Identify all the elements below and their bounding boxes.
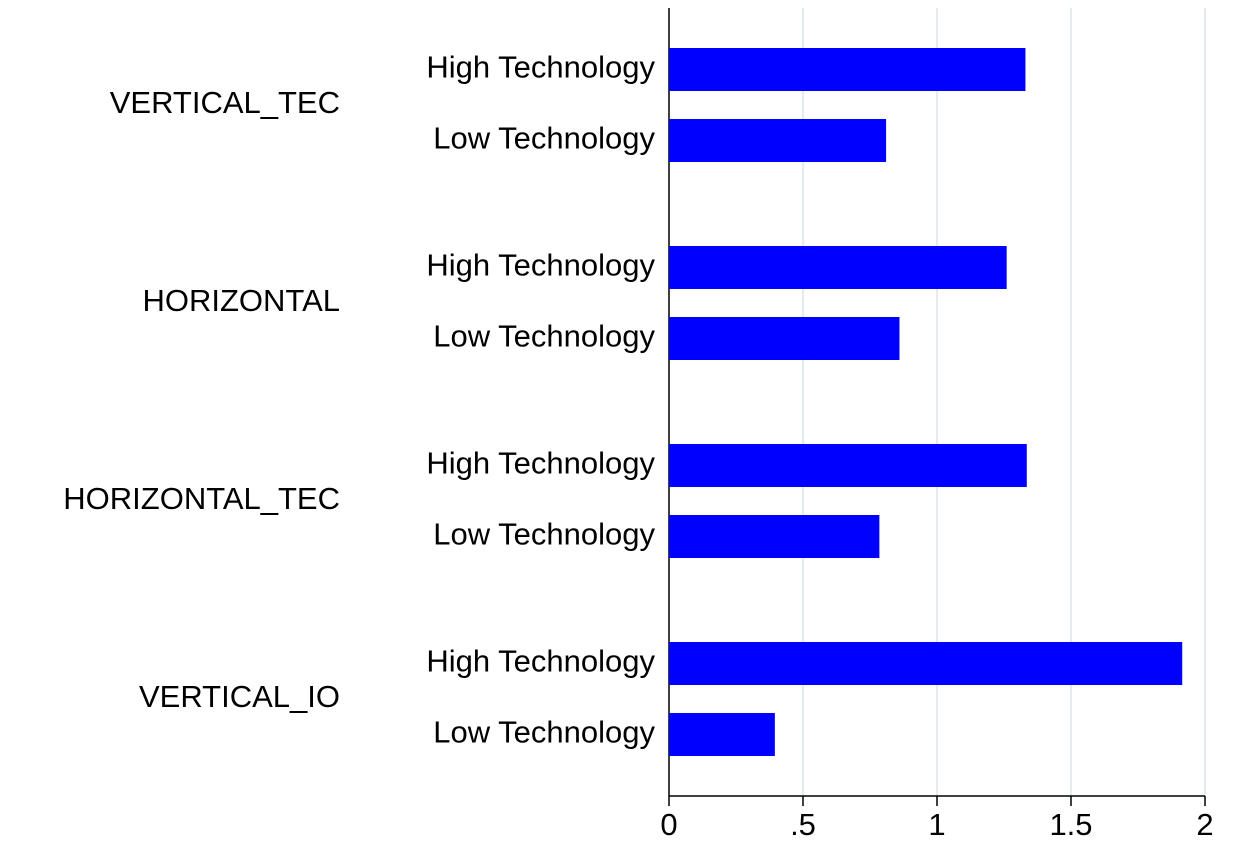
bar bbox=[669, 48, 1026, 91]
category-label: Low Technology bbox=[433, 517, 655, 552]
category-label: Low Technology bbox=[433, 715, 655, 750]
x-tick-label: 1.5 bbox=[1049, 807, 1092, 842]
category-label: High Technology bbox=[426, 644, 655, 679]
group-label: VERTICAL_IO bbox=[139, 679, 340, 714]
x-tick-label: 2 bbox=[1196, 807, 1213, 842]
group-label: HORIZONTAL bbox=[143, 283, 341, 318]
bar bbox=[669, 119, 887, 162]
bar bbox=[669, 444, 1027, 487]
x-tick-label: 1 bbox=[928, 807, 945, 842]
category-label: Low Technology bbox=[433, 319, 655, 354]
category-label: High Technology bbox=[426, 446, 655, 481]
bar bbox=[669, 642, 1183, 685]
bar bbox=[669, 246, 1007, 289]
x-tick-label: .5 bbox=[790, 807, 816, 842]
bar bbox=[669, 317, 900, 360]
bar bbox=[669, 515, 880, 558]
x-tick-label: 0 bbox=[660, 807, 677, 842]
group-label: VERTICAL_TEC bbox=[110, 85, 340, 120]
bar bbox=[669, 713, 775, 756]
category-label: High Technology bbox=[426, 50, 655, 85]
group-label: HORIZONTAL_TEC bbox=[63, 481, 340, 516]
category-label: High Technology bbox=[426, 248, 655, 283]
category-label: Low Technology bbox=[433, 121, 655, 156]
